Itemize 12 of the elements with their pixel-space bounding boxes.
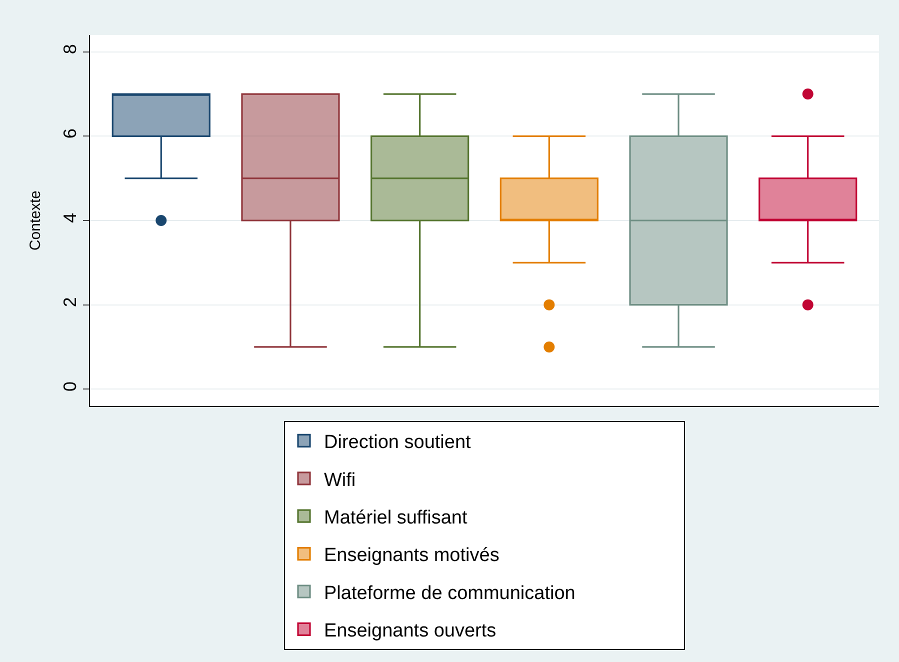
legend-label: Matériel suffisant (324, 508, 468, 528)
legend-label: Direction soutient (324, 432, 472, 454)
y-tick-label: 2 (60, 297, 80, 308)
legend-label: Enseignants motivés (324, 545, 500, 566)
y-axis-title: Contexte (27, 190, 44, 251)
y-tick-label: 8 (60, 44, 80, 54)
legend-label: Plateforme de communication (324, 582, 576, 604)
y-tick-label: 4 (60, 212, 80, 223)
y-tick-label: 0 (60, 381, 80, 392)
legend-label: Enseignants ouverts (324, 620, 496, 642)
legend-label: Wifi (324, 470, 356, 491)
y-tick-label: 6 (60, 128, 80, 138)
